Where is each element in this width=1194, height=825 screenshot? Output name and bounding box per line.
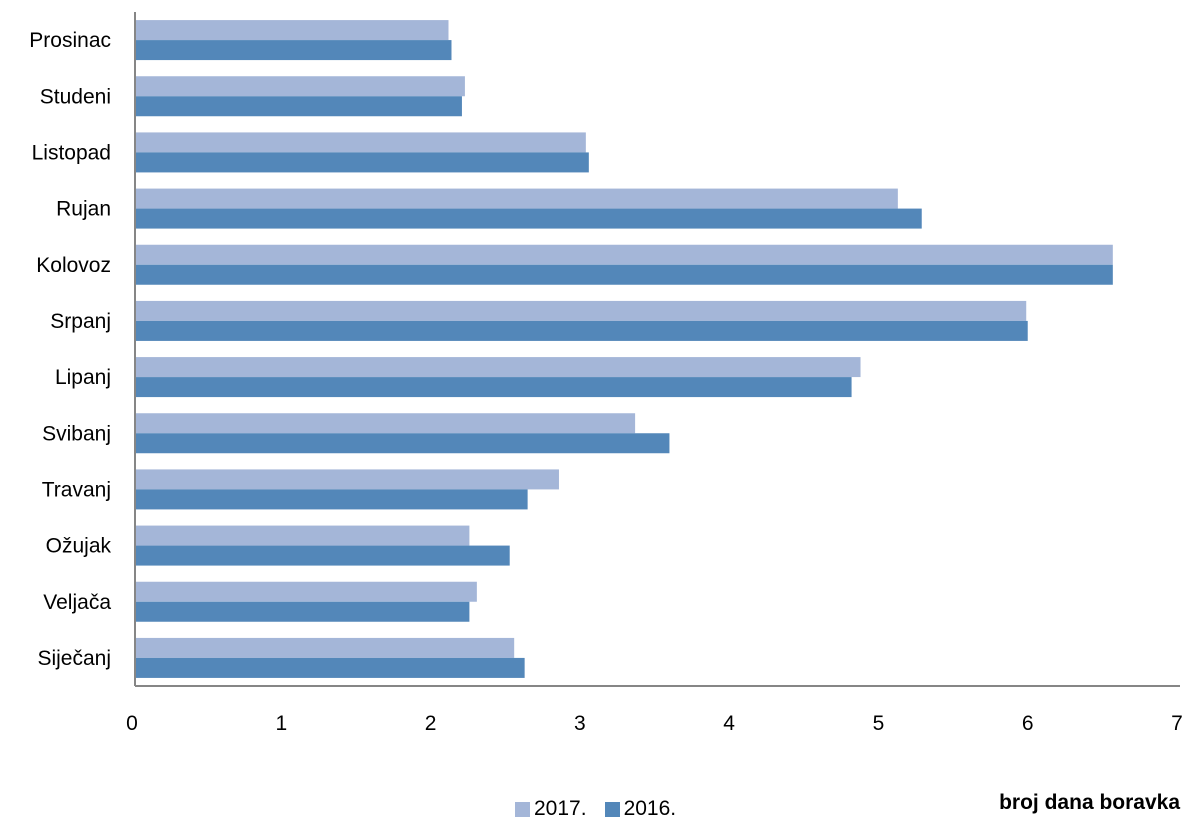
bar-2016-4: [135, 433, 670, 454]
x-tick-label: 0: [126, 712, 138, 735]
bar-2017-6: [135, 300, 1027, 321]
bar-2016-1: [135, 601, 470, 622]
bars-group: [135, 20, 1113, 678]
legend-swatch-2017: [515, 801, 530, 817]
bar-2016-7: [135, 264, 1113, 285]
bar-2016-0: [135, 657, 525, 678]
x-tick-label: 1: [275, 712, 287, 735]
bar-2017-10: [135, 76, 465, 97]
bar-2016-10: [135, 96, 462, 117]
bar-2017-3: [135, 469, 559, 490]
x-tick-labels: 0 1 2 3 4 5 6 7: [126, 712, 1183, 735]
legend: 2017. 2016.: [515, 797, 694, 821]
category-label: Svibanj: [42, 422, 111, 445]
category-label: Srpanj: [50, 310, 111, 333]
bar-2017-9: [135, 132, 586, 153]
x-tick-label: 6: [1022, 712, 1034, 735]
bar-2017-1: [135, 581, 477, 602]
x-tick-label: 3: [574, 712, 586, 735]
legend-swatch-2016: [604, 801, 620, 817]
category-label: Studeni: [40, 85, 111, 108]
category-labels: Siječanj Veljača Ožujak Travanj Svibanj Lipan…: [29, 29, 111, 670]
legend-label-2017: 2017.: [534, 797, 587, 820]
bar-2017-11: [135, 20, 449, 41]
bar-2017-2: [135, 525, 470, 546]
bar-2016-9: [135, 152, 589, 173]
legend-label-2016: 2016.: [623, 797, 677, 820]
bar-2017-8: [135, 188, 898, 209]
bar-2016-2: [135, 545, 510, 566]
bar-2017-0: [135, 637, 515, 658]
x-tick-label: 2: [425, 712, 437, 735]
category-label: Travanj: [42, 478, 111, 501]
legend-item-2016: 2016.: [604, 797, 677, 821]
x-axis-title: broj dana boravka: [999, 791, 1180, 814]
category-label: Kolovoz: [36, 254, 111, 277]
bar-2016-3: [135, 489, 528, 510]
legend-item-2017: 2017.: [515, 797, 587, 821]
category-label: Siječanj: [37, 647, 111, 670]
bar-2017-5: [135, 357, 861, 378]
bar-2016-11: [135, 40, 452, 61]
bar-2016-8: [135, 208, 922, 229]
bar-2016-6: [135, 320, 1028, 341]
bar-2017-7: [135, 244, 1113, 265]
category-label: Prosinac: [29, 29, 111, 52]
bar-2017-4: [135, 413, 636, 434]
x-tick-label: 5: [873, 712, 885, 735]
category-label: Ožujak: [46, 535, 112, 558]
category-label: Rujan: [56, 198, 111, 221]
x-tick-label: 7: [1171, 712, 1183, 735]
x-tick-label: 4: [723, 712, 735, 735]
category-label: Lipanj: [55, 366, 111, 389]
category-label: Veljača: [43, 591, 111, 614]
category-label: Listopad: [32, 141, 111, 164]
bar-2016-5: [135, 377, 852, 398]
